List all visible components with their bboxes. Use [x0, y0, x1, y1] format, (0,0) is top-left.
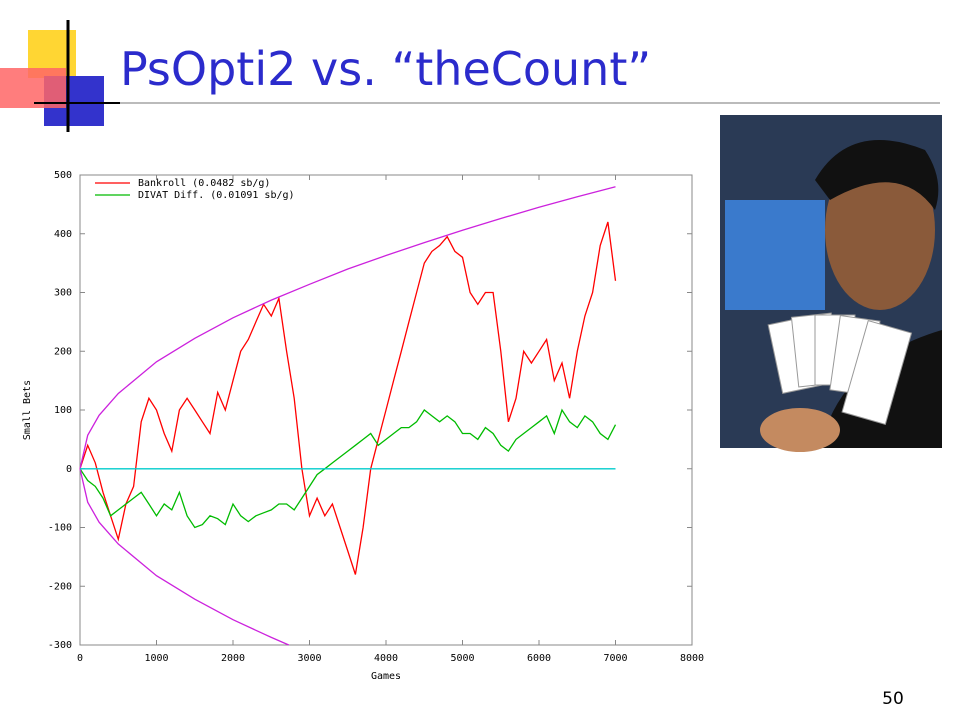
x-tick-label: 7000 [603, 653, 627, 664]
x-tick-label: 0 [77, 653, 83, 664]
series-line [79, 408, 617, 529]
y-tick-label: -100 [48, 523, 72, 534]
y-tick-label: -200 [48, 581, 72, 592]
y-tick-label: 0 [66, 464, 72, 475]
legend-label: Bankroll (0.0482 sb/g) [138, 178, 270, 189]
y-tick-label: 200 [54, 346, 72, 357]
x-tick-label: 2000 [221, 653, 245, 664]
x-tick-label: 3000 [297, 653, 321, 664]
x-axis-label: Games [371, 671, 401, 682]
y-tick-label: 400 [54, 229, 72, 240]
y-tick-label: 300 [54, 288, 72, 299]
deco-red [0, 68, 66, 108]
x-tick-label: 4000 [374, 653, 398, 664]
series-line [79, 186, 616, 469]
x-tick-label: 8000 [680, 653, 704, 664]
y-axis-label: Small Bets [22, 380, 33, 440]
series-line [79, 468, 290, 646]
slide-title: PsOpti2 vs. “theCount” [120, 42, 651, 96]
y-tick-label: -300 [48, 640, 72, 651]
y-tick-label: 500 [54, 170, 72, 181]
series-line [79, 221, 617, 575]
y-tick-label: 100 [54, 405, 72, 416]
legend-label: DIVAT Diff. (0.01091 sb/g) [138, 190, 295, 201]
x-tick-label: 6000 [527, 653, 551, 664]
x-tick-label: 5000 [450, 653, 474, 664]
page-number: 50 [882, 689, 904, 709]
photo [720, 115, 942, 452]
x-tick-label: 1000 [144, 653, 168, 664]
